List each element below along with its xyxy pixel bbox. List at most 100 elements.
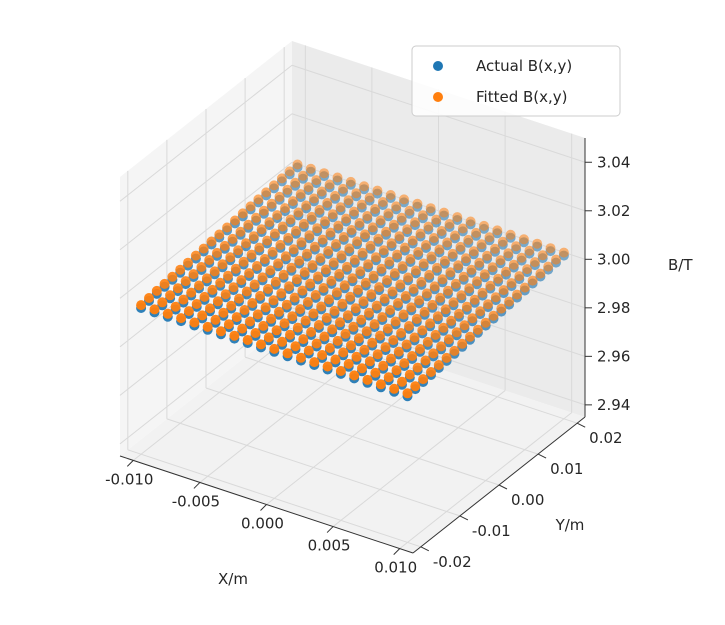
point-fitted: [464, 283, 475, 294]
point-fitted: [199, 291, 210, 302]
point-fitted: [317, 350, 328, 360]
point-fitted: [393, 346, 404, 357]
point-fitted: [496, 303, 507, 314]
point-fitted: [269, 228, 280, 239]
point-fitted: [413, 247, 424, 257]
point-fitted: [264, 217, 275, 228]
point-fitted: [432, 262, 442, 273]
point-fitted: [405, 254, 416, 264]
point-fitted: [450, 278, 461, 289]
point-fitted: [378, 360, 389, 371]
point-fitted: [426, 367, 436, 377]
point-fitted: [444, 219, 455, 229]
point-fitted: [367, 337, 378, 348]
point-fitted: [303, 182, 314, 193]
point-fitted: [466, 264, 477, 275]
point-fitted: [416, 276, 427, 287]
point-fitted: [273, 258, 284, 269]
point-fitted: [389, 268, 400, 279]
x-tick: [260, 504, 267, 511]
point-fitted: [454, 308, 464, 319]
point-fitted: [249, 279, 260, 290]
point-fitted: [479, 269, 490, 280]
point-fitted: [377, 312, 388, 323]
point-fitted: [355, 266, 366, 277]
point-fitted: [406, 302, 417, 313]
point-fitted: [268, 295, 279, 306]
point-fitted: [389, 383, 400, 394]
point-fitted: [196, 262, 207, 272]
point-fitted: [296, 352, 306, 363]
point-fitted: [254, 242, 265, 253]
point-fitted: [244, 268, 255, 279]
y-tick-label: 0.01: [550, 460, 583, 478]
point-fitted: [170, 301, 181, 312]
point-fitted: [431, 214, 442, 225]
point-fitted: [353, 284, 363, 295]
point-fitted: [324, 343, 335, 353]
point-fitted: [493, 273, 504, 284]
point-fitted: [246, 249, 257, 260]
point-fitted: [450, 230, 460, 241]
point-fitted: [410, 381, 421, 392]
point-fitted: [410, 217, 420, 228]
point-fitted: [360, 277, 371, 288]
y-tick: [576, 422, 586, 428]
point-fitted: [297, 285, 308, 296]
point-fitted: [245, 201, 256, 212]
point-fitted: [374, 282, 385, 293]
point-fitted: [176, 313, 187, 324]
point-fitted: [267, 246, 278, 257]
point-fitted: [274, 191, 285, 202]
point-fitted: [463, 234, 474, 245]
y-gridline-floor: [166, 418, 461, 517]
point-fitted: [418, 258, 429, 269]
point-fitted: [453, 260, 464, 271]
point-fitted: [270, 276, 281, 287]
point-fitted: [309, 357, 320, 368]
point-fitted: [436, 341, 447, 352]
point-fitted: [136, 300, 147, 311]
point-fitted: [298, 218, 309, 229]
point-fitted: [313, 320, 324, 330]
point-fitted: [346, 225, 357, 235]
point-fitted: [265, 265, 276, 276]
point-fitted: [362, 211, 373, 221]
point-fitted: [458, 271, 469, 282]
point-fitted: [269, 180, 279, 191]
point-fitted: [449, 345, 460, 356]
point-fitted: [356, 199, 367, 210]
point-fitted: [443, 334, 454, 345]
point-fitted: [480, 317, 491, 328]
point-fitted: [180, 276, 191, 287]
point-fitted: [295, 304, 306, 315]
point-fitted: [306, 211, 317, 222]
point-fitted: [537, 250, 548, 261]
point-fitted: [362, 374, 373, 385]
point-fitted: [398, 309, 409, 320]
y-tick-label: -0.02: [433, 553, 472, 571]
point-fitted: [440, 304, 451, 315]
point-fitted: [461, 253, 471, 264]
point-fitted: [388, 335, 399, 346]
x-tick: [126, 460, 134, 467]
point-fitted: [256, 339, 266, 350]
point-fitted: [349, 370, 360, 381]
point-fitted: [363, 259, 374, 270]
point-fitted: [426, 251, 437, 262]
point-fitted: [375, 379, 386, 390]
point-fitted: [287, 311, 298, 322]
point-fitted: [327, 324, 338, 335]
point-fitted: [442, 237, 453, 248]
point-fitted: [248, 231, 259, 242]
point-fitted: [331, 287, 342, 298]
point-fitted: [236, 275, 247, 286]
point-fitted: [266, 313, 277, 324]
z-tick-label: 2.96: [597, 347, 630, 365]
point-fitted: [527, 275, 538, 286]
point-fitted: [456, 290, 467, 301]
point-fitted: [178, 294, 189, 305]
point-fitted: [382, 275, 392, 286]
point-fitted: [396, 212, 407, 223]
point-fitted: [157, 297, 168, 308]
